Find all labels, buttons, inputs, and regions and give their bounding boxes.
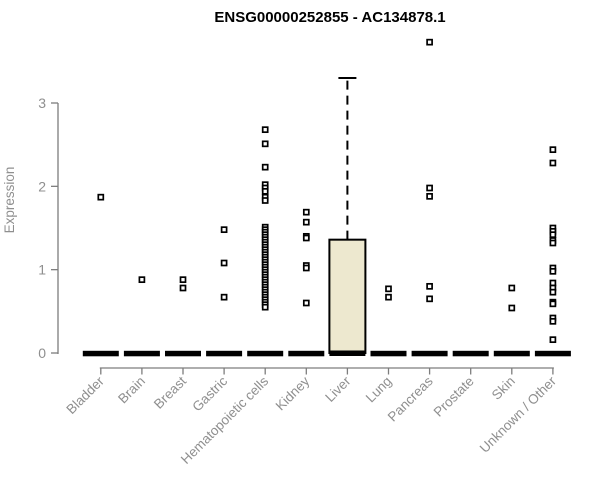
outlier-point-gastric: [220, 293, 228, 301]
box-collapsed-kidney: [288, 350, 325, 357]
outlier-point-lung: [385, 293, 392, 301]
box-collapsed-hematopoietic-cells: [247, 350, 284, 357]
outlier-point-gastric: [220, 226, 228, 234]
box-collapsed-gastric: [206, 350, 243, 357]
outlier-point-unknown-other: [549, 288, 557, 296]
box-collapsed-pancreas: [411, 350, 448, 357]
outlier-point-unknown-other: [549, 336, 557, 344]
x-tick-label-prostate: Prostate: [431, 374, 477, 420]
outlier-point-hematopoietic-cells: [261, 163, 269, 171]
outlier-point-unknown-other: [549, 300, 557, 308]
outlier-point-brain: [138, 276, 146, 284]
outlier-point-kidney: [302, 218, 310, 226]
outlier-point-unknown-other: [549, 231, 557, 239]
x-tick-label-pancreas: Pancreas: [385, 373, 436, 424]
y-axis-title: Expression: [2, 167, 17, 234]
box-collapsed-brain: [123, 350, 160, 357]
x-tick-label-unknown-other: Unknown / Other: [477, 373, 560, 456]
box-collapsed-unknown-other: [534, 350, 571, 357]
box-collapsed-lung: [370, 350, 407, 357]
outlier-point-lung: [385, 285, 392, 293]
x-tick-label-lung: Lung: [363, 374, 395, 406]
outlier-point-breast: [179, 284, 187, 292]
outlier-point-kidney: [302, 299, 310, 307]
y-tick-label: 3: [38, 95, 46, 111]
outlier-point-gastric: [220, 259, 228, 267]
x-tick-label-kidney: Kidney: [273, 373, 313, 413]
outlier-point-hematopoietic-cells: [261, 303, 269, 311]
outlier-point-pancreas: [426, 38, 433, 46]
chart-title: ENSG00000252855 - AC134878.1: [214, 9, 445, 26]
outlier-point-unknown-other: [549, 159, 557, 167]
box-collapsed-bladder: [82, 350, 119, 357]
median-line-liver: [329, 350, 366, 356]
outlier-point-hematopoietic-cells: [261, 197, 269, 204]
x-tick-label-breast: Breast: [151, 373, 189, 411]
outlier-point-hematopoietic-cells: [261, 187, 269, 195]
outlier-point-kidney: [302, 208, 310, 216]
y-tick-label: 2: [38, 178, 46, 194]
x-tick-label-gastric: Gastric: [189, 373, 230, 414]
outlier-point-hematopoietic-cells: [261, 140, 269, 148]
outlier-point-unknown-other: [549, 146, 557, 154]
outlier-point-pancreas: [426, 184, 433, 192]
x-tick-label-skin: Skin: [489, 374, 518, 403]
box-collapsed-breast: [165, 350, 201, 357]
outlier-point-unknown-other: [549, 239, 557, 247]
outlier-point-skin: [508, 284, 516, 292]
outlier-point-pancreas: [426, 282, 433, 290]
box-collapsed-prostate: [452, 350, 489, 357]
outlier-point-unknown-other: [549, 317, 557, 325]
y-tick-label: 1: [38, 262, 46, 278]
x-tick-label-brain: Brain: [115, 374, 148, 407]
outlier-point-bladder: [97, 193, 105, 201]
outlier-point-skin: [508, 304, 516, 312]
outlier-point-breast: [179, 276, 187, 284]
x-tick-label-bladder: Bladder: [63, 373, 107, 417]
outlier-point-unknown-other: [549, 267, 557, 275]
outlier-point-pancreas: [426, 192, 433, 200]
box-liver: [328, 238, 367, 355]
outlier-point-pancreas: [426, 295, 433, 303]
x-tick-label-liver: Liver: [322, 373, 354, 405]
outlier-point-hematopoietic-cells: [261, 126, 269, 134]
outlier-point-kidney: [302, 264, 310, 272]
y-tick-label: 0: [38, 345, 46, 361]
box-collapsed-skin: [493, 350, 530, 357]
outlier-point-kidney: [302, 234, 310, 242]
